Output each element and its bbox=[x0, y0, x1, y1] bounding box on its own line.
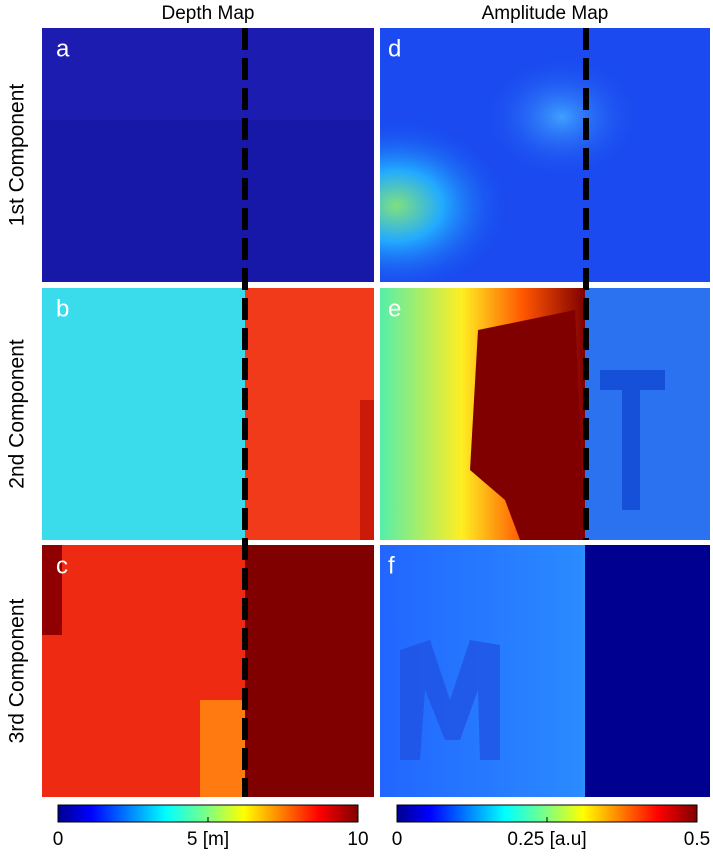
row-label: 1st Component bbox=[6, 84, 29, 227]
panel-letter: e bbox=[388, 295, 401, 322]
panel bbox=[42, 545, 374, 797]
panel bbox=[42, 28, 374, 282]
image bbox=[400, 640, 500, 760]
tick-label: 0 bbox=[392, 829, 403, 850]
row-label: 2nd Component bbox=[6, 339, 29, 489]
tick-label: 5 [m] bbox=[187, 829, 229, 850]
image bbox=[245, 288, 374, 540]
row-label: 3rd Component bbox=[6, 598, 29, 743]
column-title: Amplitude Map bbox=[482, 3, 609, 24]
panel-letter: c bbox=[56, 552, 68, 579]
image bbox=[470, 310, 585, 540]
tick-label: 0.5 bbox=[684, 829, 710, 850]
image bbox=[245, 545, 374, 797]
panel bbox=[380, 545, 710, 797]
panel bbox=[42, 288, 374, 540]
panel bbox=[380, 288, 710, 540]
image bbox=[600, 370, 665, 510]
image bbox=[360, 400, 374, 540]
panel-letter: f bbox=[388, 552, 395, 579]
image bbox=[200, 700, 245, 797]
panel bbox=[380, 28, 710, 282]
image bbox=[42, 545, 62, 635]
image bbox=[42, 120, 374, 282]
column-title: Depth Map bbox=[162, 3, 255, 24]
panel-letter: d bbox=[388, 35, 401, 62]
tick-label: 0.25 [a.u] bbox=[507, 829, 586, 850]
tick-label: 0 bbox=[53, 829, 64, 850]
panel-letter: a bbox=[56, 35, 70, 62]
image bbox=[380, 28, 710, 282]
panel-letter: b bbox=[56, 295, 69, 322]
tick-label: 10 bbox=[347, 829, 368, 850]
image bbox=[585, 545, 710, 797]
